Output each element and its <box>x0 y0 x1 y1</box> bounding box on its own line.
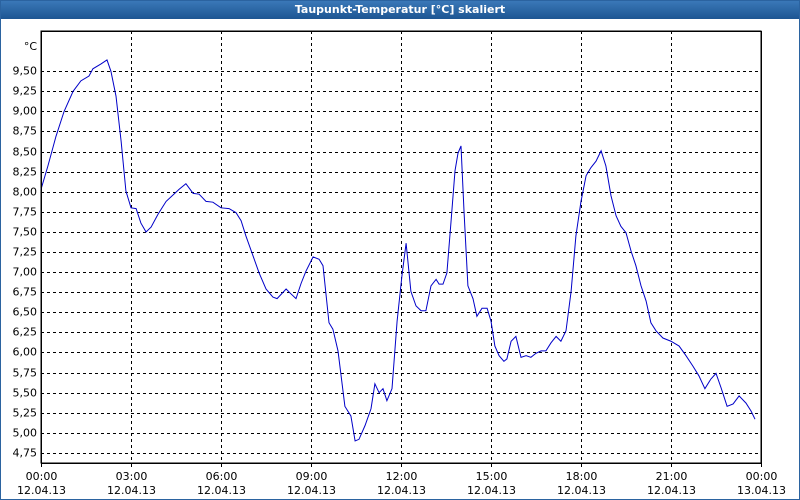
x-tick-date: 12.04.13 <box>197 484 246 497</box>
x-tick-label: 03:00 <box>116 470 148 483</box>
x-tick-label: 00:00 <box>746 470 778 483</box>
y-tick-label: 9,50 <box>13 65 38 78</box>
y-tick-label: 7,50 <box>13 226 38 239</box>
chart-title: Taupunkt-Temperatur [°C] skaliert <box>1 1 799 19</box>
y-tick-label: 5,75 <box>13 367 38 380</box>
x-tick-label: 15:00 <box>476 470 508 483</box>
x-tick-date: 12.04.13 <box>17 484 66 497</box>
x-tick-label: 21:00 <box>656 470 688 483</box>
y-tick-label: 7,75 <box>13 206 38 219</box>
y-tick-label: 8,25 <box>13 166 38 179</box>
y-tick-label: 8,75 <box>13 125 38 138</box>
x-tick-date: 12.04.13 <box>467 484 516 497</box>
y-tick-label: 4,75 <box>13 447 38 460</box>
x-tick-date: 12.04.13 <box>287 484 336 497</box>
y-tick-label: 7,25 <box>13 246 38 259</box>
y-axis-label: °C <box>24 40 38 53</box>
y-tick-label: 5,50 <box>13 387 38 400</box>
x-tick-label: 18:00 <box>566 470 598 483</box>
y-tick-label: 6,75 <box>13 286 38 299</box>
chart: 4,75 5,00 5,25 5,50 5,75 6,00 6,25 6,50 6,75 7,00… <box>13 30 786 497</box>
y-tick-label: 6,25 <box>13 326 38 339</box>
x-tick-date: 12.04.13 <box>377 484 426 497</box>
x-tick-date: 13.04.13 <box>737 484 786 497</box>
y-tick-label: 9,00 <box>13 105 38 118</box>
plot-border <box>41 31 762 464</box>
data-line <box>40 59 756 442</box>
y-tick-label: 5,00 <box>13 427 38 440</box>
y-tick-label: 9,25 <box>13 85 38 98</box>
x-tick-label: 09:00 <box>296 470 328 483</box>
y-tick-label: 8,50 <box>13 146 38 159</box>
y-tick-label: 8,00 <box>13 186 38 199</box>
x-tick-date: 12.04.13 <box>107 484 156 497</box>
x-tick-label: 00:00 <box>26 470 58 483</box>
x-tick-date: 12.04.13 <box>557 484 606 497</box>
x-tick-label: 12:00 <box>386 470 418 483</box>
x-tick-date: 12.04.13 <box>647 484 696 497</box>
y-tick-label: 5,25 <box>13 407 38 420</box>
y-tick-label: 6,00 <box>13 346 38 359</box>
x-tick-label: 06:00 <box>206 470 238 483</box>
y-tick-label: 6,50 <box>13 306 38 319</box>
y-tick-label: 7,00 <box>13 266 38 279</box>
